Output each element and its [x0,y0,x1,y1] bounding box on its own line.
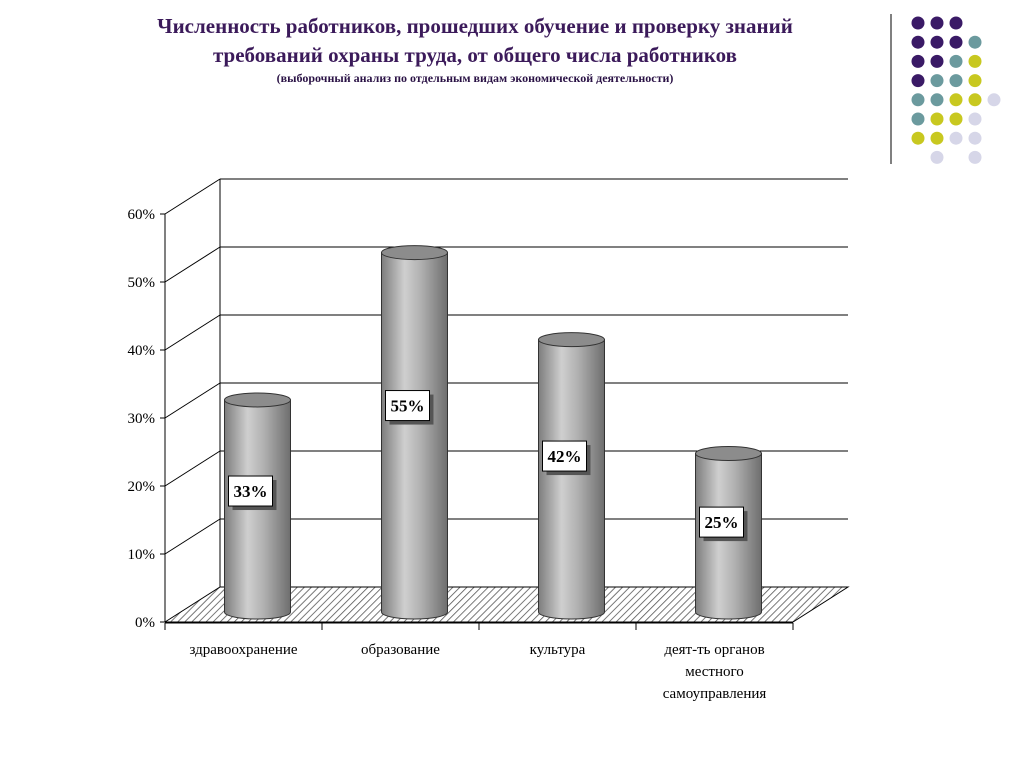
chart-title: Численность работников, прошедших обучен… [40,12,910,87]
bar-top [224,392,291,408]
y-tick-label: 20% [128,479,156,495]
data-label-box [699,506,744,538]
bar-body [538,339,605,620]
y-tick-label: 50% [128,275,156,291]
y-tick-label: 30% [128,411,156,427]
gridline-depth [164,178,221,215]
y-tick-label: 0% [135,615,155,631]
gridline-depth [164,382,221,419]
data-label-box [385,390,430,422]
title-line-2: требований охраны труда, от общего числа… [212,43,737,67]
bar-top [538,332,605,348]
x-tick-label: деят-ть органов [664,642,764,658]
gridline-depth [164,246,221,283]
gridline-depth [164,314,221,351]
bar-top [381,245,448,261]
decorative-divider [890,14,892,164]
data-label-box [542,440,587,472]
data-label: 33% [234,482,268,501]
y-tick-label: 60% [128,207,156,223]
chart-subtitle: (выборочный анализ по отдельным видам эк… [276,71,674,85]
x-tick-label: образование [361,642,440,658]
bar-1: 55% [381,245,448,620]
gridline-depth [164,518,221,555]
x-tick-label: местного [685,664,744,680]
chart-floor [163,586,850,623]
x-tick-label: культура [530,642,586,658]
y-tick-label: 10% [128,547,156,563]
bar-top [695,446,762,462]
y-tick-label: 40% [128,343,156,359]
x-tick-label: здравоохранение [189,642,297,658]
bar-3: 25% [695,446,762,620]
title-line-1: Численность работников, прошедших обучен… [157,14,793,38]
x-tick-label: самоуправления [663,686,767,702]
bar-body [381,252,448,620]
data-label: 55% [391,397,425,416]
bar-0: 33% [224,392,291,620]
gridlines: 0% 10% 20% 30% 40% 50% 60% [128,178,848,631]
data-label: 42% [548,447,582,466]
bar-2: 42% [538,332,605,620]
gridline-depth [164,450,221,487]
data-label: 25% [705,513,739,532]
data-label-box [228,475,273,507]
